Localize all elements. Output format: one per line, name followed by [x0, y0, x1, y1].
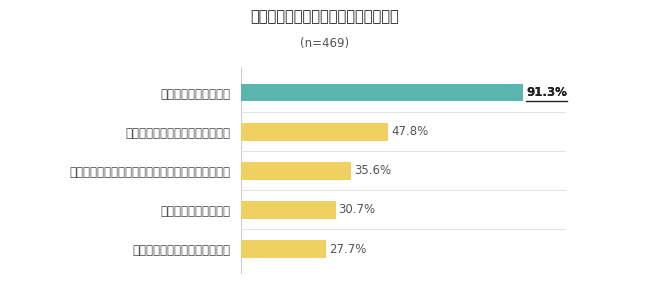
Text: 35.6%: 35.6% [354, 164, 391, 177]
Text: 91.3%: 91.3% [526, 86, 567, 99]
Bar [240, 201, 335, 219]
Bar [240, 240, 326, 258]
Bar [240, 84, 523, 101]
Text: 27.7%: 27.7% [330, 243, 367, 256]
Text: 今後もテレワークをしたいと思う理由: 今後もテレワークをしたいと思う理由 [251, 9, 399, 24]
Text: 30.7%: 30.7% [339, 204, 376, 216]
Bar [240, 123, 389, 140]
Text: 91.3%: 91.3% [526, 86, 567, 99]
Bar [240, 162, 351, 180]
Text: 47.8%: 47.8% [391, 125, 429, 138]
Text: (n=469): (n=469) [300, 36, 350, 50]
